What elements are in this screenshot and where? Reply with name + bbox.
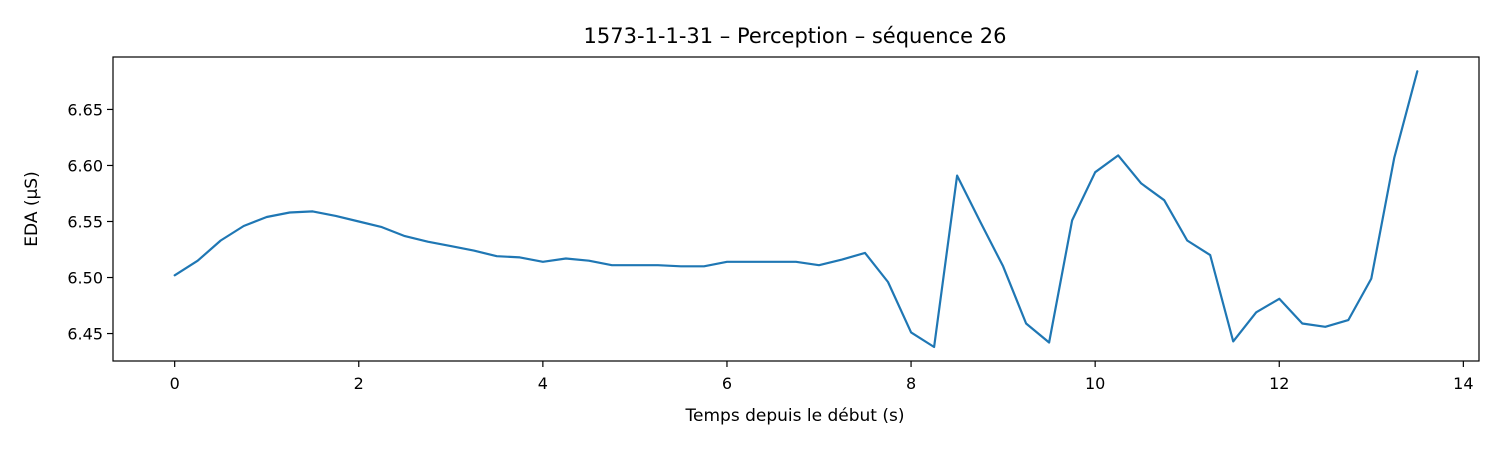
x-tick-label: 10	[1085, 374, 1105, 393]
plot-lines	[173, 70, 1419, 349]
axis-ticks: 0 2 4 6 8 10 12 14 6.45 6.50 6.55 6.60 6.65	[67, 100, 1473, 393]
y-tick-label: 6.50	[67, 269, 103, 288]
series-line	[173, 70, 1419, 349]
x-tick-label: 2	[354, 374, 364, 393]
x-axis-label: Temps depuis le début (s)	[685, 406, 905, 426]
x-tick-label: 12	[1269, 374, 1289, 393]
x-tick-label: 14	[1453, 374, 1473, 393]
plot-frame	[112, 56, 1480, 362]
x-tick-label: 0	[170, 374, 180, 393]
chart-title: 1573-1-1-31 – Perception – séquence 26	[584, 24, 1007, 48]
y-tick-label: 6.60	[67, 156, 103, 175]
x-tick-label: 6	[722, 374, 732, 393]
x-tick-label: 4	[538, 374, 548, 393]
y-tick-label: 6.55	[67, 212, 103, 231]
y-tick-label: 6.45	[67, 325, 103, 344]
x-tick-label: 8	[906, 374, 916, 393]
y-axis-label: EDA (µS)	[22, 171, 42, 246]
y-tick-label: 6.65	[67, 100, 103, 119]
